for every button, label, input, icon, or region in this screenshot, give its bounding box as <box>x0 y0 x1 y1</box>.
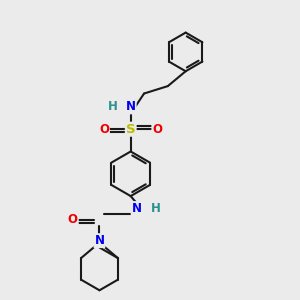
Text: O: O <box>68 213 78 226</box>
Text: H: H <box>151 202 161 215</box>
Text: O: O <box>152 123 162 136</box>
Text: N: N <box>94 234 104 247</box>
Text: H: H <box>108 100 118 113</box>
Text: N: N <box>132 202 142 215</box>
Text: O: O <box>99 123 109 136</box>
Text: N: N <box>126 100 136 113</box>
Text: S: S <box>126 123 136 136</box>
